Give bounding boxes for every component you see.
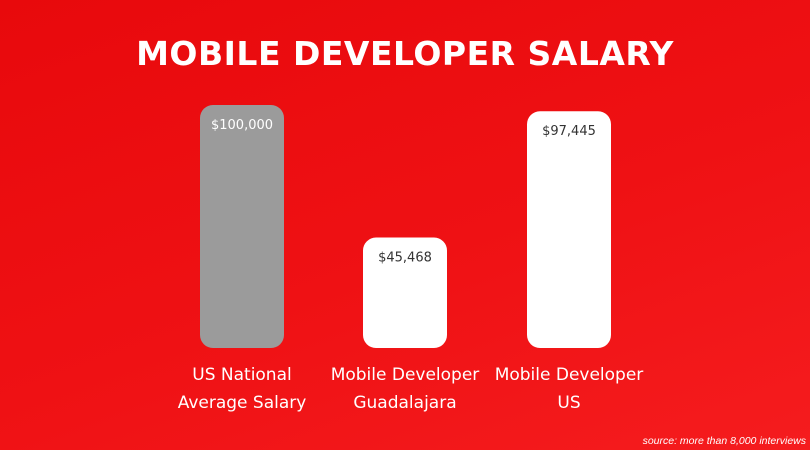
chart-title: MOBILE DEVELOPER SALARY — [136, 34, 674, 73]
bar-value-label-1: $100,000 — [211, 118, 273, 133]
category-label-line: Average Salary — [177, 393, 307, 413]
category-label-line: Mobile Developer — [330, 365, 480, 385]
category-label-line: US National — [192, 365, 292, 385]
bar-3 — [527, 111, 611, 348]
bar-value-label-2: $45,468 — [378, 251, 432, 266]
category-label-1: US National Average Salary — [157, 361, 327, 417]
category-label-line: Mobile Developer — [494, 365, 644, 385]
bar-1 — [200, 105, 284, 348]
bar-value-label-3: $97,445 — [542, 124, 596, 139]
source-note: source: more than 8,000 interviews — [642, 435, 806, 447]
category-label-line: US — [557, 393, 581, 413]
category-label-2: Mobile Developer Guadalajara — [320, 361, 490, 417]
category-label-line: Guadalajara — [353, 393, 457, 413]
bar-2 — [363, 237, 447, 348]
category-label-3: Mobile Developer US — [484, 361, 654, 417]
